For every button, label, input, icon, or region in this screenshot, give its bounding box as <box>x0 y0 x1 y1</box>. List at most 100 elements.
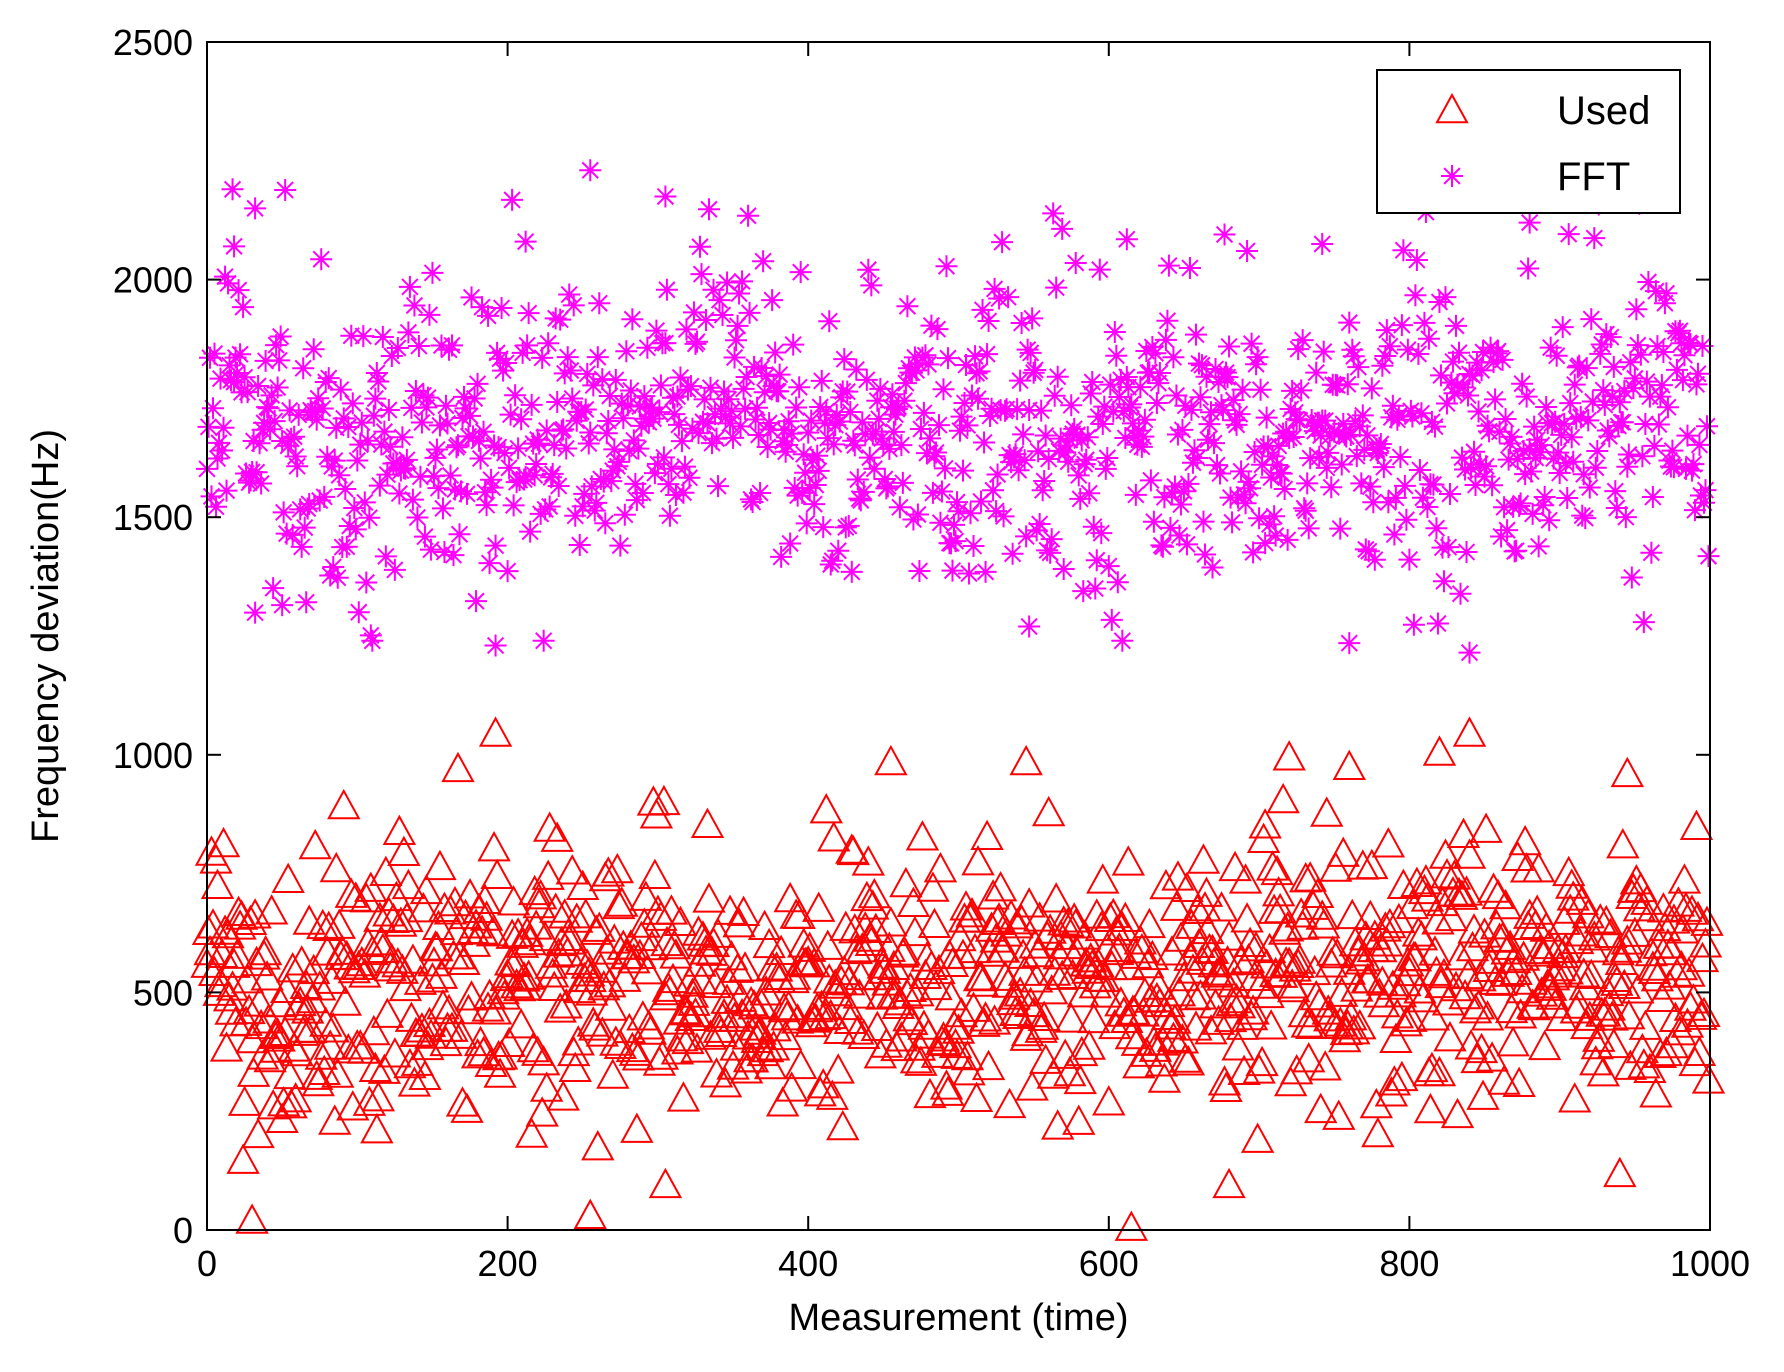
fft-point <box>465 590 488 613</box>
fft-point <box>1476 414 1499 437</box>
fft-point <box>484 534 507 557</box>
used-point <box>983 870 1018 902</box>
fft-point <box>1622 377 1645 400</box>
fft-point <box>278 399 301 422</box>
used-point <box>1661 886 1696 917</box>
fft-point <box>1175 533 1198 556</box>
fft-point <box>1359 475 1382 498</box>
fft-point <box>1505 539 1528 562</box>
fft-point <box>407 335 430 358</box>
used-point <box>845 932 879 963</box>
fft-point <box>705 427 728 450</box>
fft-point <box>764 341 787 364</box>
used-point <box>594 990 628 1021</box>
used-point <box>657 928 692 960</box>
used-point <box>1255 850 1290 881</box>
used-point <box>952 1054 986 1086</box>
used-point <box>316 1012 350 1043</box>
fft-point <box>1057 450 1080 473</box>
fft-point <box>622 429 645 452</box>
used-point <box>1051 906 1085 937</box>
fft-point <box>1614 506 1637 529</box>
used-point <box>612 1012 647 1044</box>
fft-point <box>773 419 796 442</box>
fft-point <box>1079 382 1102 405</box>
fft-point <box>669 366 692 389</box>
fft-point <box>1589 342 1612 365</box>
fft-point <box>1563 373 1586 396</box>
fft-point <box>1665 358 1688 381</box>
used-point <box>278 1081 313 1113</box>
fft-point <box>988 287 1011 310</box>
fft-point <box>1407 342 1430 365</box>
used-point <box>391 868 426 900</box>
fft-point <box>386 336 409 359</box>
fft-point <box>912 401 935 424</box>
fft-point <box>986 463 1009 486</box>
fft-point <box>985 500 1008 523</box>
used-point <box>322 908 356 939</box>
used-point <box>771 989 806 1021</box>
fft-point <box>1245 353 1268 376</box>
used-point <box>1230 902 1264 933</box>
fft-point <box>1527 535 1550 558</box>
fft-point <box>537 332 560 355</box>
fft-point <box>233 366 256 389</box>
fft-point <box>1342 345 1365 368</box>
fft-point <box>702 278 725 301</box>
used-point <box>587 970 621 1001</box>
fft-point <box>1025 519 1048 542</box>
used-point <box>1322 1099 1356 1130</box>
used-point <box>1218 850 1252 882</box>
used-point <box>968 1001 1003 1032</box>
used-point <box>1475 1041 1509 1072</box>
fft-point <box>1031 479 1054 502</box>
fft-point <box>1338 632 1361 655</box>
fft-point <box>809 395 832 418</box>
fft-point <box>229 343 252 366</box>
fft-point <box>756 435 779 458</box>
fft-point <box>534 498 557 521</box>
fft-point <box>1390 314 1413 337</box>
fft-point <box>923 445 946 468</box>
used-point <box>917 907 952 939</box>
fft-point <box>383 558 406 581</box>
fft-point <box>1213 223 1236 246</box>
used-point <box>1521 851 1556 883</box>
used-point <box>591 856 625 887</box>
used-point <box>516 1031 550 1063</box>
fft-point <box>612 407 635 430</box>
fft-point <box>310 248 333 271</box>
used-point <box>1452 838 1487 869</box>
fft-point <box>1153 486 1176 509</box>
fft-point <box>398 275 421 298</box>
fft-point <box>1246 346 1269 369</box>
used-point <box>974 911 1009 942</box>
fft-point <box>1163 475 1186 498</box>
fft-point <box>648 401 671 424</box>
used-point <box>492 1026 526 1057</box>
fft-point <box>1263 505 1286 528</box>
fft-point <box>262 577 285 600</box>
used-point <box>1009 744 1043 776</box>
used-point <box>1194 1014 1228 1045</box>
used-point <box>904 1045 938 1076</box>
fft-point <box>403 294 426 317</box>
fft-point <box>1103 320 1126 343</box>
fft-point <box>1108 385 1131 408</box>
used-point <box>1379 1022 1413 1054</box>
used-point <box>1248 808 1282 839</box>
fft-point <box>1554 452 1577 475</box>
fft-point <box>670 430 693 453</box>
used-point <box>1505 972 1539 1004</box>
used-point <box>1197 946 1231 978</box>
used-point <box>630 954 665 985</box>
fft-point <box>274 178 297 201</box>
fft-point <box>1596 419 1619 442</box>
fft-point <box>562 294 585 317</box>
fft-point <box>807 459 830 482</box>
fft-point <box>265 334 288 357</box>
fft-point <box>918 427 941 450</box>
fft-point <box>779 532 802 555</box>
fft-point <box>1444 314 1467 337</box>
